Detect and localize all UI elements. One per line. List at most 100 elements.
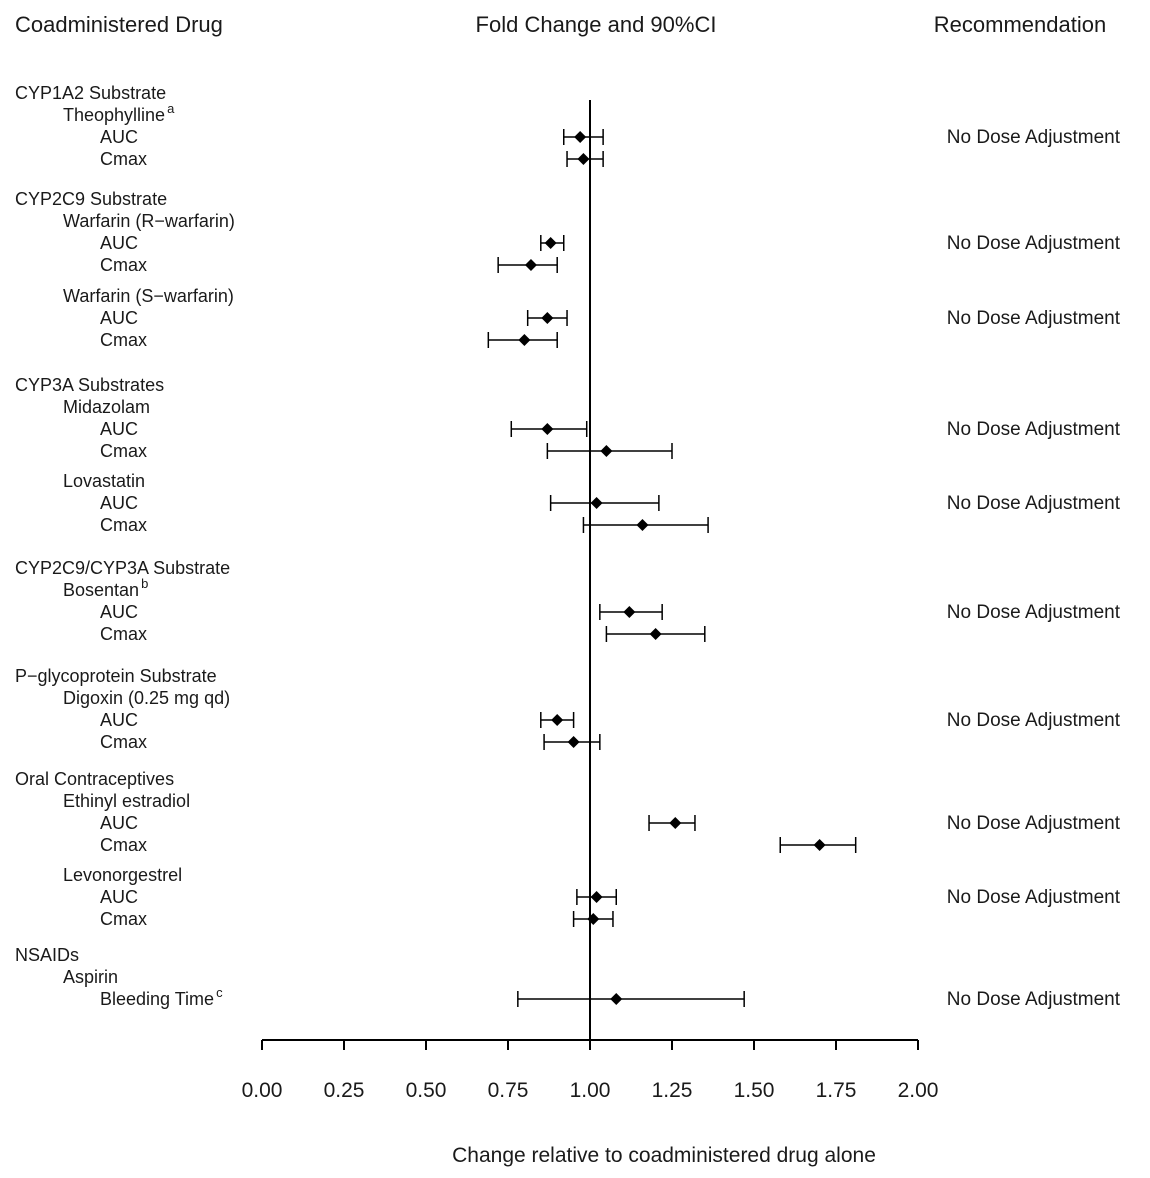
- metric-label: Cmax: [100, 441, 147, 461]
- drug-label: Theophylline a: [63, 101, 175, 125]
- forest-row: AUC No Dose Adjustment: [100, 419, 1121, 440]
- x-axis-tick-label: 0.00: [242, 1079, 283, 1102]
- recommendation-text: No Dose Adjustment: [947, 710, 1121, 731]
- drug-label: Warfarin (R−warfarin): [63, 211, 235, 231]
- footnote-superscript: b: [141, 576, 148, 591]
- recommendation-text: No Dose Adjustment: [947, 419, 1121, 440]
- point-estimate-diamond: [600, 445, 613, 457]
- forest-row: Bosentan b: [63, 576, 148, 600]
- forest-row: Cmax: [100, 732, 601, 752]
- point-estimate-diamond: [623, 606, 636, 618]
- group-label: Oral Contraceptives: [15, 769, 174, 789]
- forest-row: Midazolam: [63, 397, 150, 417]
- forest-row: Cmax: [100, 624, 706, 644]
- point-estimate-diamond: [649, 628, 662, 640]
- point-estimate-diamond: [636, 519, 649, 531]
- x-axis-tick-label: 1.25: [652, 1079, 693, 1102]
- group-label: CYP2C9/CYP3A Substrate: [15, 558, 230, 578]
- metric-label: Cmax: [100, 330, 147, 350]
- forest-row: NSAIDs: [15, 945, 79, 965]
- recommendation-text: No Dose Adjustment: [947, 233, 1121, 254]
- drug-label: Midazolam: [63, 397, 150, 417]
- point-estimate-diamond: [524, 259, 537, 271]
- drug-label: Digoxin (0.25 mg qd): [63, 688, 230, 708]
- forest-row: Warfarin (R−warfarin): [63, 211, 235, 231]
- x-axis-tick-label: 0.75: [488, 1079, 529, 1102]
- forest-row: AUC No Dose Adjustment: [100, 308, 1121, 329]
- metric-label: Bleeding Time c: [100, 985, 223, 1009]
- footnote-superscript: c: [216, 985, 223, 1000]
- drug-label: Lovastatin: [63, 471, 145, 491]
- metric-label: AUC: [100, 602, 138, 622]
- metric-label: AUC: [100, 127, 138, 147]
- recommendation-text: No Dose Adjustment: [947, 127, 1121, 148]
- x-axis-tick-label: 1.75: [816, 1079, 857, 1102]
- forest-row: Digoxin (0.25 mg qd): [63, 688, 230, 708]
- point-estimate-diamond: [574, 131, 587, 143]
- forest-row: Cmax: [100, 515, 709, 535]
- forest-row: Cmax: [100, 255, 558, 275]
- x-axis-tick-label: 0.50: [406, 1079, 447, 1102]
- metric-label: AUC: [100, 887, 138, 907]
- forest-row: AUC No Dose Adjustment: [100, 887, 1121, 908]
- forest-row: P−glycoprotein Substrate: [15, 666, 217, 686]
- column-header-coadministered-drug: Coadministered Drug: [15, 12, 223, 37]
- point-estimate-diamond: [610, 993, 623, 1005]
- x-axis-title: Change relative to coadministered drug a…: [452, 1144, 876, 1167]
- drug-label: Levonorgestrel: [63, 865, 182, 885]
- forest-row: Cmax: [100, 149, 604, 169]
- point-estimate-diamond: [518, 334, 531, 346]
- drug-label: Warfarin (S−warfarin): [63, 286, 234, 306]
- forest-row: CYP2C9 Substrate: [15, 189, 167, 209]
- metric-label: Cmax: [100, 909, 147, 929]
- point-estimate-diamond: [544, 237, 557, 249]
- forest-row: Cmax: [100, 330, 558, 350]
- x-axis-tick-label: 1.50: [734, 1079, 775, 1102]
- point-estimate-diamond: [813, 839, 826, 851]
- recommendation-text: No Dose Adjustment: [947, 602, 1121, 623]
- metric-label: AUC: [100, 493, 138, 513]
- metric-label: AUC: [100, 710, 138, 730]
- forest-row: Cmax: [100, 835, 857, 855]
- forest-row: Cmax: [100, 909, 614, 929]
- group-label: CYP1A2 Substrate: [15, 83, 166, 103]
- point-estimate-diamond: [541, 423, 554, 435]
- x-axis-tick-label: 2.00: [898, 1079, 939, 1102]
- forest-row: Bleeding Time c No Dose Adjustment: [100, 985, 1121, 1010]
- forest-row: AUC No Dose Adjustment: [100, 813, 1121, 834]
- metric-label: Cmax: [100, 149, 147, 169]
- drug-label: Bosentan b: [63, 576, 148, 600]
- forest-row: Levonorgestrel: [63, 865, 182, 885]
- metric-label: AUC: [100, 813, 138, 833]
- drug-label: Aspirin: [63, 967, 118, 987]
- metric-label: AUC: [100, 233, 138, 253]
- x-axis-tick-label: 0.25: [324, 1079, 365, 1102]
- recommendation-text: No Dose Adjustment: [947, 989, 1121, 1010]
- point-estimate-diamond: [590, 497, 603, 509]
- group-label: NSAIDs: [15, 945, 79, 965]
- metric-label: Cmax: [100, 732, 147, 752]
- point-estimate-diamond: [590, 891, 603, 903]
- column-header-recommendation: Recommendation: [933, 12, 1107, 37]
- group-label: P−glycoprotein Substrate: [15, 666, 217, 686]
- forest-row: CYP3A Substrates: [15, 375, 164, 395]
- forest-row: AUC No Dose Adjustment: [100, 233, 1121, 254]
- metric-label: AUC: [100, 419, 138, 439]
- point-estimate-diamond: [541, 312, 554, 324]
- drug-label: Ethinyl estradiol: [63, 791, 190, 811]
- forest-row: Lovastatin: [63, 471, 145, 491]
- recommendation-text: No Dose Adjustment: [947, 308, 1121, 329]
- column-header-fold-change: Fold Change and 90%CI: [475, 12, 717, 37]
- metric-label: AUC: [100, 308, 138, 328]
- point-estimate-diamond: [567, 736, 580, 748]
- forest-row: AUC No Dose Adjustment: [100, 602, 1121, 623]
- point-estimate-diamond: [587, 913, 600, 925]
- forest-row: Cmax: [100, 441, 673, 461]
- group-label: CYP3A Substrates: [15, 375, 164, 395]
- metric-label: Cmax: [100, 835, 147, 855]
- point-estimate-diamond: [577, 153, 590, 165]
- forest-row: CYP1A2 Substrate: [15, 83, 166, 103]
- metric-label: Cmax: [100, 255, 147, 275]
